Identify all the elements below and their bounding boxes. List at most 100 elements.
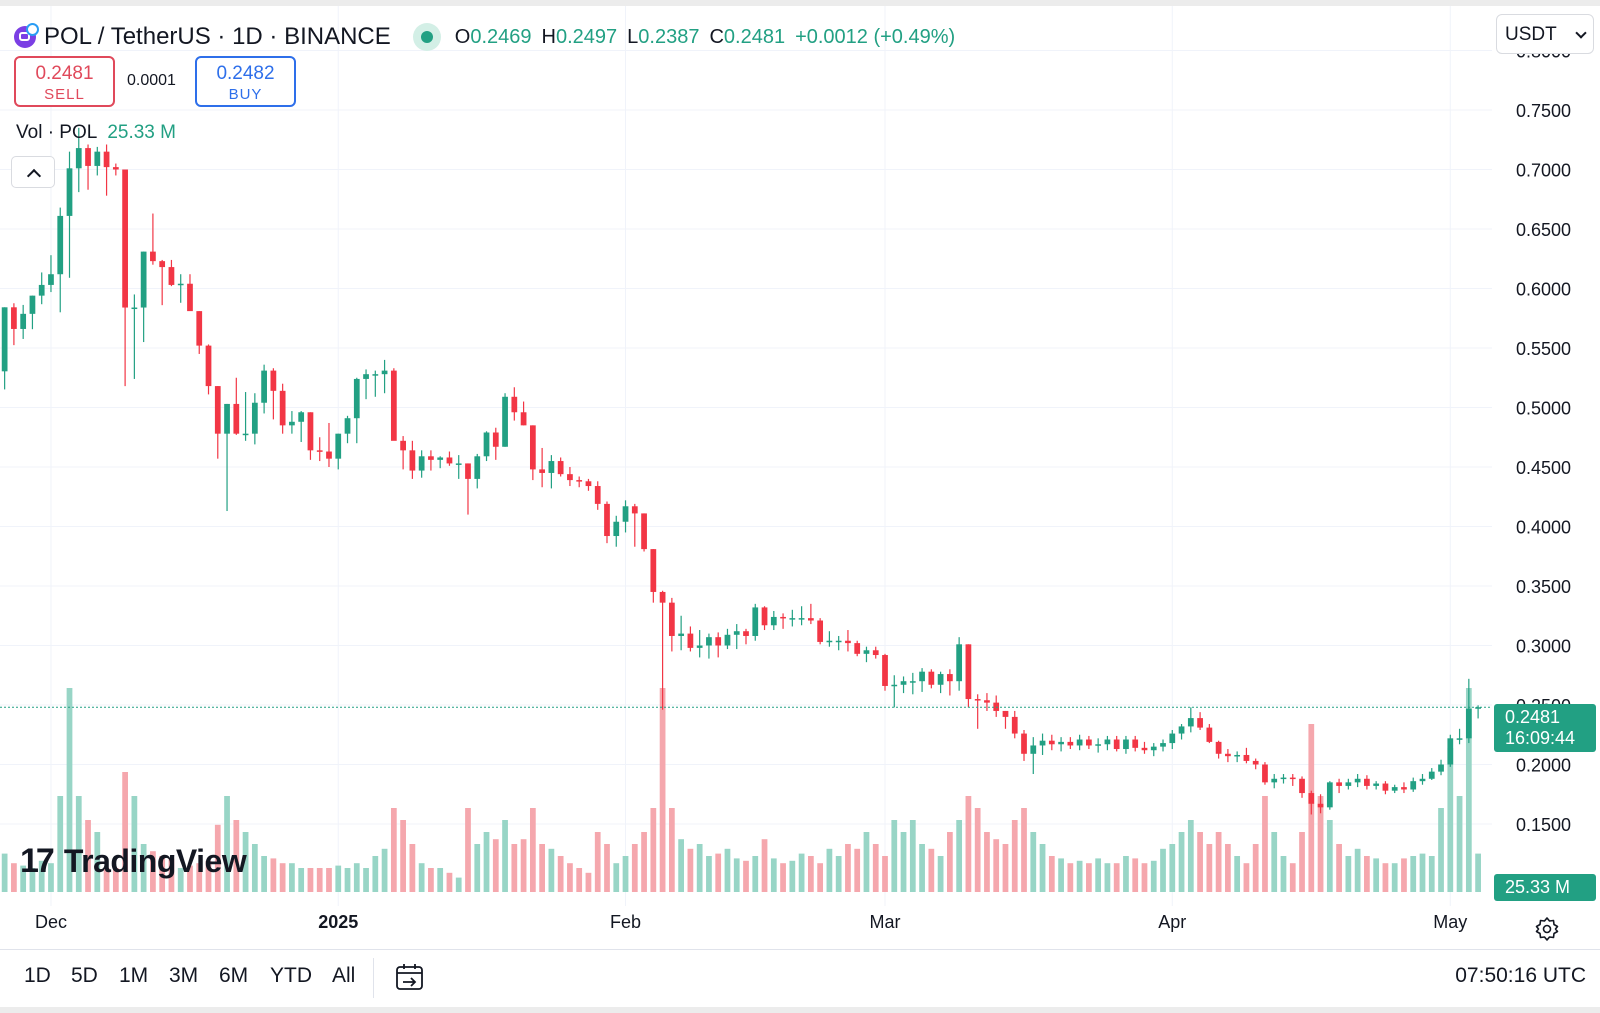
candle-body xyxy=(1410,781,1417,790)
candle-body xyxy=(1475,707,1481,709)
volume-bar xyxy=(900,832,907,892)
candle-body xyxy=(715,637,722,646)
candle-body xyxy=(1456,738,1463,740)
utc-clock[interactable]: 07:50:16 UTC xyxy=(1455,964,1586,987)
settings-gear-icon[interactable] xyxy=(1534,916,1560,942)
candle-body xyxy=(622,506,629,522)
candle-body xyxy=(75,148,82,169)
ohlc-low: L0.2387 xyxy=(627,25,700,48)
sell-button[interactable]: 0.2481 SELL xyxy=(14,56,115,107)
volume-bar xyxy=(733,858,740,892)
candle-body xyxy=(909,681,916,683)
volume-bar xyxy=(872,844,879,892)
candle-body xyxy=(1225,753,1231,757)
period-3m-button[interactable]: 3M xyxy=(169,964,199,987)
period-6m-button[interactable]: 6M xyxy=(219,964,249,987)
candle-body xyxy=(1206,727,1213,742)
sell-price: 0.2481 xyxy=(35,63,94,84)
volume-bar xyxy=(94,832,101,892)
symbol-title[interactable]: POL / TetherUS · 1D · BINANCE xyxy=(44,23,391,50)
candle-body xyxy=(631,506,638,514)
candle-body xyxy=(761,607,768,626)
candle-body xyxy=(1039,740,1046,746)
candle-body xyxy=(289,421,295,426)
candle-body xyxy=(1178,726,1185,734)
x-axis[interactable]: Dec 2025 Feb Mar Apr May xyxy=(35,912,1467,932)
candle-body xyxy=(557,461,564,475)
y-tick-label: 0.5500 xyxy=(1516,339,1571,359)
tradingview-wordmark: TradingView xyxy=(63,843,247,879)
period-1d-button[interactable]: 1D xyxy=(24,964,51,987)
volume-bar xyxy=(1391,863,1398,892)
period-1m-button[interactable]: 1M xyxy=(119,964,149,987)
candle-body xyxy=(789,618,796,620)
volume-bar xyxy=(993,839,1000,892)
y-tick-label: 0.4500 xyxy=(1516,458,1571,478)
candle-body xyxy=(112,167,119,170)
candle-body xyxy=(1308,793,1315,804)
volume-bar xyxy=(1336,844,1342,892)
candle-body xyxy=(1428,771,1435,779)
candle-body xyxy=(928,671,935,685)
period-5d-button[interactable]: 5D xyxy=(71,964,98,987)
date-range-calendar-icon[interactable] xyxy=(394,961,426,993)
candle-body xyxy=(650,549,657,592)
volume-bar xyxy=(66,688,73,892)
volume-bar xyxy=(270,858,277,892)
period-all-button[interactable]: All xyxy=(332,964,356,987)
candle-body xyxy=(1317,803,1324,808)
y-tick-label: 0.6500 xyxy=(1516,220,1571,240)
volume-bar xyxy=(585,872,592,892)
candle-body xyxy=(576,480,583,482)
volume-bar xyxy=(668,808,675,892)
buy-button[interactable]: 0.2482 BUY xyxy=(195,56,296,107)
candle-body xyxy=(529,425,536,470)
volume-bar xyxy=(409,844,416,892)
volume-bar xyxy=(381,848,388,892)
period-ytd-button[interactable]: YTD xyxy=(270,964,312,987)
volume-bar xyxy=(594,832,601,892)
candle-body xyxy=(1271,778,1278,783)
volume-bar xyxy=(1030,832,1037,892)
candle-body xyxy=(947,674,953,682)
candle-body xyxy=(1030,745,1037,754)
volume-bar xyxy=(1141,863,1148,892)
spread-value: 0.0001 xyxy=(127,72,176,89)
volume-bar xyxy=(1364,856,1370,892)
volume-bar xyxy=(863,832,870,892)
volume-bar xyxy=(492,839,499,892)
volume-bar xyxy=(1048,856,1055,892)
volume-bar xyxy=(75,796,82,892)
volume-bar xyxy=(1419,853,1426,892)
volume-bar xyxy=(122,772,128,892)
tradingview-watermark[interactable]: 17 TradingView xyxy=(20,842,247,881)
price-chart[interactable]: 0.80000.75000.70000.65000.60000.55000.50… xyxy=(0,6,1600,949)
candle-body xyxy=(845,640,851,644)
volume-bar xyxy=(1197,832,1203,892)
candle-body xyxy=(1086,739,1092,746)
volume-bar xyxy=(789,860,796,892)
candle-body xyxy=(1299,778,1305,794)
volume-bar xyxy=(1234,856,1241,892)
candle-body xyxy=(335,433,342,459)
currency-select[interactable]: USDT xyxy=(1496,14,1594,54)
candle-body xyxy=(743,631,749,636)
volume-bar xyxy=(1428,856,1435,892)
volume-bar xyxy=(928,848,935,892)
candle-body xyxy=(548,461,555,473)
candle-body xyxy=(20,313,27,329)
volume-bar xyxy=(57,796,64,892)
volume-bar xyxy=(474,844,481,892)
candle-body xyxy=(1113,739,1120,750)
collapse-legend-button[interactable] xyxy=(11,156,55,188)
candle-body xyxy=(344,418,351,434)
volume-bar xyxy=(11,863,17,892)
candle-body xyxy=(1141,747,1148,751)
candle-body xyxy=(57,215,64,275)
candle-body xyxy=(641,513,647,550)
candle-body xyxy=(418,456,425,471)
candle-body xyxy=(428,456,434,460)
volume-bar xyxy=(344,868,351,892)
volume-bar xyxy=(956,820,963,892)
volume-bar xyxy=(1206,844,1213,892)
